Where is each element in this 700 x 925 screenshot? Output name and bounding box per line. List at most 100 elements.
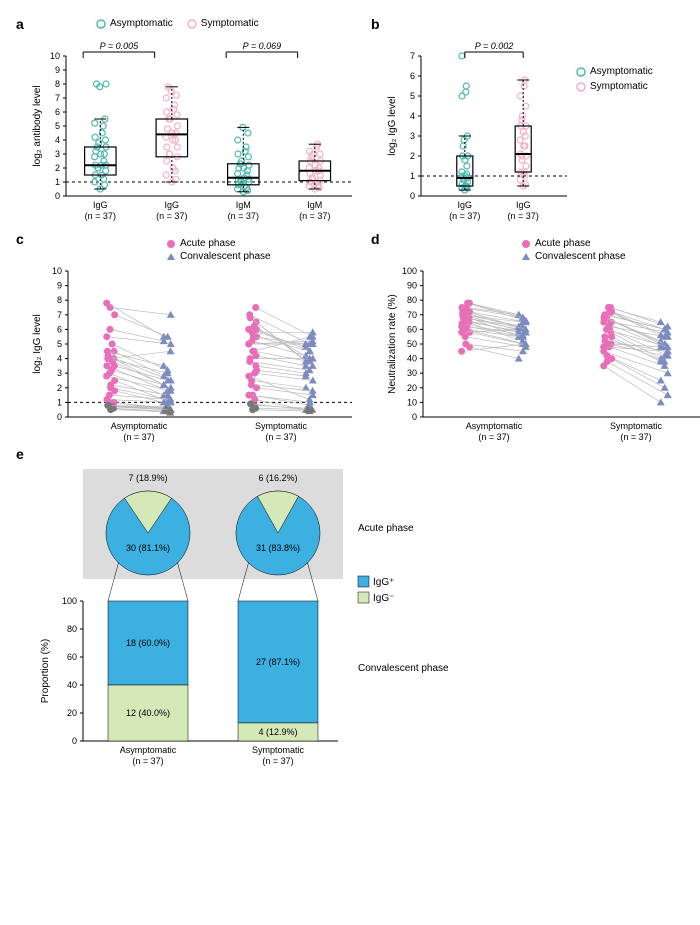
svg-text:8: 8 bbox=[55, 79, 60, 89]
svg-text:3: 3 bbox=[410, 131, 415, 141]
svg-text:7: 7 bbox=[57, 310, 62, 320]
svg-text:2: 2 bbox=[57, 383, 62, 393]
svg-text:Asymptomatic: Asymptomatic bbox=[466, 421, 523, 431]
svg-text:IgM: IgM bbox=[307, 200, 322, 210]
svg-text:4: 4 bbox=[55, 135, 60, 145]
svg-text:31 (83.8%): 31 (83.8%) bbox=[256, 543, 300, 553]
svg-text:12 (40.0%): 12 (40.0%) bbox=[126, 708, 170, 718]
svg-text:80: 80 bbox=[67, 624, 77, 634]
svg-text:5: 5 bbox=[57, 339, 62, 349]
panel-label-b: b bbox=[371, 16, 380, 32]
svg-text:Symptomatic: Symptomatic bbox=[252, 745, 305, 755]
svg-text:1: 1 bbox=[55, 177, 60, 187]
svg-text:(n = 37): (n = 37) bbox=[123, 432, 154, 442]
panel-label-d: d bbox=[371, 231, 380, 247]
svg-text:IgG: IgG bbox=[165, 200, 180, 210]
svg-text:70: 70 bbox=[407, 310, 417, 320]
legend-a: AsymptomaticSymptomatic bbox=[96, 18, 259, 29]
svg-text:IgM: IgM bbox=[236, 200, 251, 210]
svg-text:0: 0 bbox=[72, 736, 77, 746]
svg-text:18 (60.0%): 18 (60.0%) bbox=[126, 638, 170, 648]
panel-b: 01234567log₂ IgG levelP = 0.002IgG(n = 3… bbox=[383, 30, 573, 230]
svg-text:0: 0 bbox=[57, 412, 62, 422]
panel-d: 0 10 20 30 40 50 60 70 80 90 100 Neutralization rat… bbox=[383, 261, 700, 451]
svg-text:Proportion (%): Proportion (%) bbox=[40, 639, 51, 703]
svg-text:Asymptomatic: Asymptomatic bbox=[120, 745, 177, 755]
svg-text:IgG⁺: IgG⁺ bbox=[373, 577, 394, 588]
svg-text:10: 10 bbox=[52, 266, 62, 276]
svg-text:27 (87.1%): 27 (87.1%) bbox=[256, 657, 300, 667]
panel-label-e: e bbox=[16, 446, 24, 462]
panel-e: 7 (18.9%) 30 (81.1%) 6 (16.2%) 31 (83.8%) Ac… bbox=[28, 461, 478, 781]
svg-text:4: 4 bbox=[410, 111, 415, 121]
svg-text:IgG: IgG bbox=[93, 200, 108, 210]
svg-text:60: 60 bbox=[407, 324, 417, 334]
svg-text:20: 20 bbox=[407, 383, 417, 393]
svg-text:(n = 37): (n = 37) bbox=[262, 756, 293, 766]
svg-text:6 (16.2%): 6 (16.2%) bbox=[258, 473, 297, 483]
svg-text:(n = 37): (n = 37) bbox=[299, 211, 330, 221]
svg-text:10: 10 bbox=[407, 397, 417, 407]
svg-text:7: 7 bbox=[410, 51, 415, 61]
svg-text:10: 10 bbox=[50, 51, 60, 61]
svg-text:7 (18.9%): 7 (18.9%) bbox=[128, 473, 167, 483]
svg-text:20: 20 bbox=[67, 708, 77, 718]
panel-a: 012345678910log₂ antibody levelP = 0.005… bbox=[28, 30, 358, 230]
svg-text:100: 100 bbox=[62, 596, 77, 606]
svg-text:0: 0 bbox=[410, 191, 415, 201]
svg-text:100: 100 bbox=[402, 266, 417, 276]
svg-text:IgG: IgG bbox=[458, 200, 473, 210]
panel-c: 012345678910log₂ IgG levelAsymptomatic(n… bbox=[28, 261, 358, 451]
svg-text:Convalescent phase: Convalescent phase bbox=[358, 663, 449, 674]
svg-text:6: 6 bbox=[55, 107, 60, 117]
svg-text:90: 90 bbox=[407, 281, 417, 291]
svg-text:0: 0 bbox=[412, 412, 417, 422]
svg-text:(n = 37): (n = 37) bbox=[156, 211, 187, 221]
svg-text:9: 9 bbox=[57, 281, 62, 291]
svg-text:2: 2 bbox=[410, 151, 415, 161]
svg-text:(n = 37): (n = 37) bbox=[508, 211, 539, 221]
svg-text:40: 40 bbox=[67, 680, 77, 690]
panel-label-c: c bbox=[16, 231, 24, 247]
svg-text:30 (81.1%): 30 (81.1%) bbox=[126, 543, 170, 553]
svg-text:(n = 37): (n = 37) bbox=[228, 211, 259, 221]
svg-text:40: 40 bbox=[407, 354, 417, 364]
svg-text:(n = 37): (n = 37) bbox=[478, 432, 509, 442]
svg-text:6: 6 bbox=[57, 324, 62, 334]
svg-text:4 (12.9%): 4 (12.9%) bbox=[258, 727, 297, 737]
svg-text:Neutralization rate (%): Neutralization rate (%) bbox=[387, 294, 398, 393]
svg-text:9: 9 bbox=[55, 65, 60, 75]
svg-text:IgG⁻: IgG⁻ bbox=[373, 593, 394, 604]
svg-text:(n = 37): (n = 37) bbox=[449, 211, 480, 221]
svg-text:P = 0.005: P = 0.005 bbox=[100, 41, 139, 51]
svg-text:(n = 37): (n = 37) bbox=[620, 432, 651, 442]
svg-text:5: 5 bbox=[55, 121, 60, 131]
svg-text:Asymptomatic: Asymptomatic bbox=[111, 421, 168, 431]
svg-text:(n = 37): (n = 37) bbox=[265, 432, 296, 442]
svg-text:IgG: IgG bbox=[516, 200, 531, 210]
svg-text:(n = 37): (n = 37) bbox=[132, 756, 163, 766]
svg-text:Acute phase: Acute phase bbox=[358, 523, 414, 534]
legend-b: AsymptomaticSymptomatic bbox=[576, 66, 653, 96]
svg-text:log₂ IgG level: log₂ IgG level bbox=[32, 314, 43, 373]
svg-text:1: 1 bbox=[57, 397, 62, 407]
svg-text:3: 3 bbox=[55, 149, 60, 159]
svg-text:(n = 37): (n = 37) bbox=[85, 211, 116, 221]
svg-text:P = 0.002: P = 0.002 bbox=[475, 41, 513, 51]
svg-text:6: 6 bbox=[410, 71, 415, 81]
svg-text:log₂ IgG level: log₂ IgG level bbox=[387, 96, 398, 155]
svg-text:8: 8 bbox=[57, 295, 62, 305]
svg-text:log₂ antibody level: log₂ antibody level bbox=[32, 85, 43, 166]
panel-label-a: a bbox=[16, 16, 24, 32]
svg-text:50: 50 bbox=[407, 339, 417, 349]
svg-text:60: 60 bbox=[67, 652, 77, 662]
svg-text:80: 80 bbox=[407, 295, 417, 305]
svg-text:Symptomatic: Symptomatic bbox=[255, 421, 308, 431]
svg-text:Symptomatic: Symptomatic bbox=[610, 421, 663, 431]
svg-text:2: 2 bbox=[55, 163, 60, 173]
svg-text:30: 30 bbox=[407, 368, 417, 378]
svg-text:7: 7 bbox=[55, 93, 60, 103]
svg-text:1: 1 bbox=[410, 171, 415, 181]
svg-text:P = 0.069: P = 0.069 bbox=[243, 41, 281, 51]
svg-text:4: 4 bbox=[57, 354, 62, 364]
